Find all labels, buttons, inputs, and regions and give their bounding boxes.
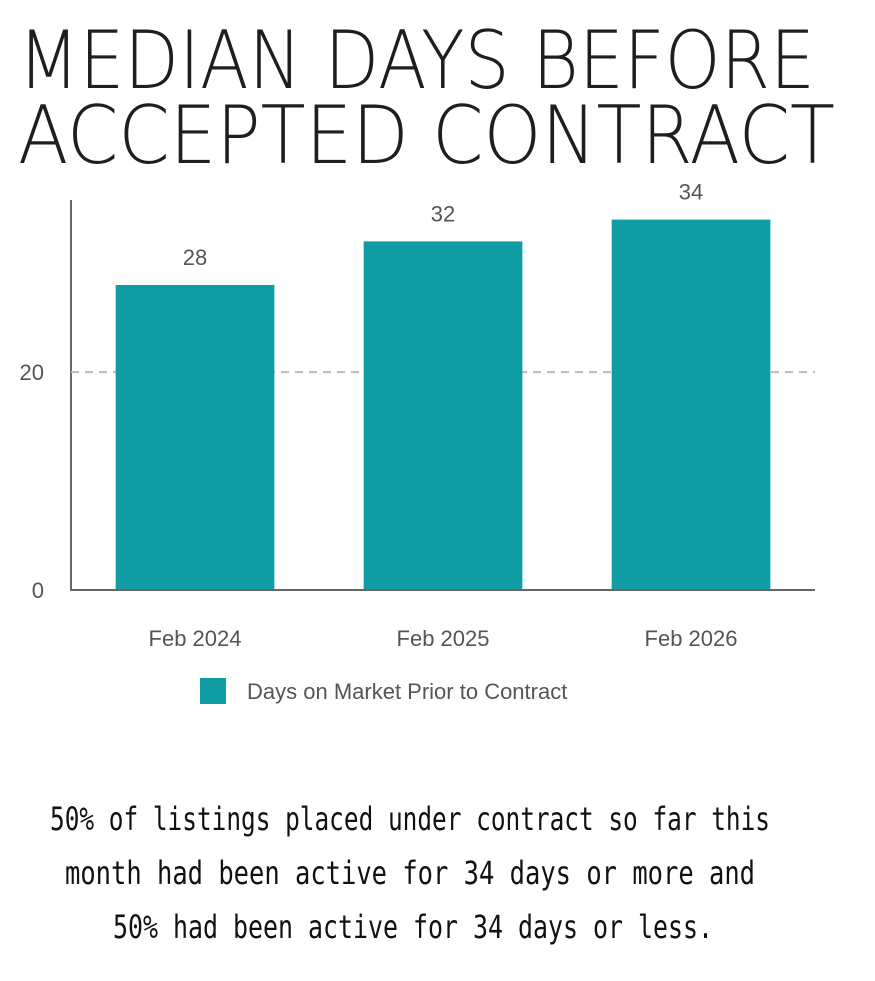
x-tick-label: Feb 2024 [149,626,242,651]
y-tick-label: 0 [32,578,44,603]
value-label: 32 [431,201,455,226]
legend-swatch [200,678,226,704]
bar [115,284,275,590]
x-tick-label: Feb 2025 [397,626,490,651]
annotation: 50% had been active for 34 days or less. [113,908,713,946]
chart-title: ACCEPTED CONTRACT [18,89,835,182]
bar [611,219,771,590]
x-tick-label: Feb 2026 [645,626,738,651]
y-tick-label: 20 [20,360,44,385]
plot: 0 20 28 32 34 Feb 2024 Feb 2025 Feb 2026 Days on… [20,180,815,704]
bar [363,241,523,590]
value-label: 34 [679,180,703,205]
value-label: 28 [183,245,207,270]
annotation: 50% of listings placed under contract so… [50,800,770,838]
legend-label: Days on Market Prior to Contract [247,679,567,704]
chart-title: MEDIAN DAYS BEFORE [18,14,815,107]
annotation: month had been active for 34 days or mor… [65,854,755,892]
